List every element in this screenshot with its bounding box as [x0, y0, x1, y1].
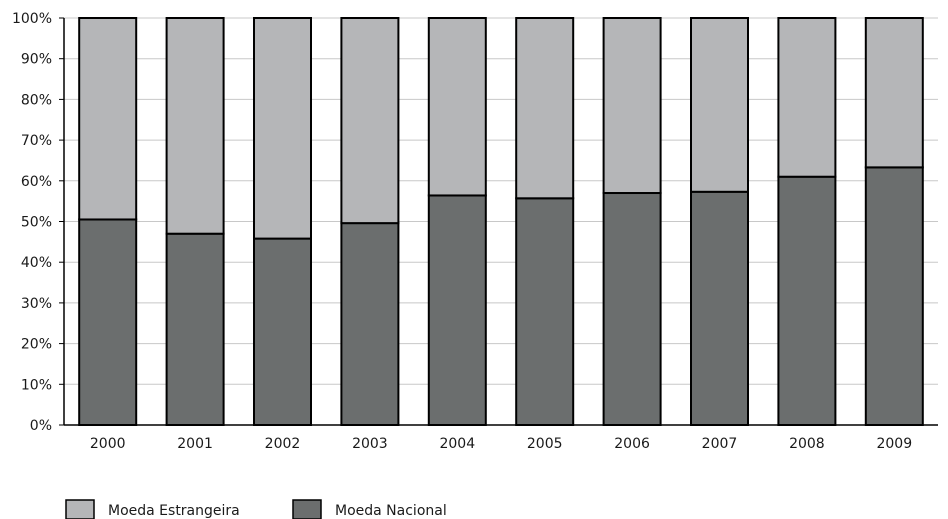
- bar-moeda-estrangeira-2000: [78, 17, 138, 221]
- bar-moeda-estrangeira-2006: [602, 17, 662, 195]
- bar-moeda-nacional-2005: [515, 197, 575, 426]
- x-tick-label: 2004: [439, 436, 475, 452]
- x-tick-label: 2009: [876, 436, 912, 452]
- bar-moeda-estrangeira-2008: [777, 17, 837, 178]
- y-tick-label: 90%: [21, 52, 52, 68]
- y-tick-label: 50%: [21, 215, 52, 231]
- y-tick-label: 70%: [21, 133, 52, 149]
- x-tick-labels: 2000 2001 2002 2003 2004 2005 2006 2007 2008 2009: [90, 436, 912, 452]
- legend-label: Moeda Nacional: [335, 503, 447, 519]
- y-tick-label: 30%: [21, 296, 52, 312]
- y-tick-label: 10%: [21, 377, 52, 393]
- bar-moeda-estrangeira-2003: [340, 17, 400, 225]
- legend-swatch: [292, 499, 322, 519]
- x-tick-label: 2008: [789, 436, 825, 452]
- x-tick-label: 2006: [614, 436, 650, 452]
- y-tick-label: 80%: [21, 92, 52, 108]
- bar-moeda-estrangeira-2002: [253, 17, 312, 240]
- bar-moeda-estrangeira-2001: [165, 17, 225, 235]
- legend-label: Moeda Estrangeira: [108, 503, 240, 519]
- bar-moeda-nacional-2007: [690, 190, 749, 426]
- x-tick-label: 2005: [527, 436, 563, 452]
- bar-moeda-estrangeira-2005: [515, 17, 575, 200]
- x-tick-label: 2001: [177, 436, 213, 452]
- x-tick-label: 2007: [702, 436, 738, 452]
- bar-moeda-nacional-2000: [78, 218, 138, 426]
- y-tick-label: 40%: [21, 255, 52, 271]
- bar-moeda-nacional-2008: [777, 175, 837, 426]
- y-tick-label: 0%: [30, 418, 52, 434]
- bar-moeda-nacional-2009: [864, 166, 924, 427]
- bar-moeda-estrangeira-2007: [690, 17, 749, 193]
- bar-moeda-nacional-2006: [602, 192, 662, 426]
- bar-moeda-estrangeira-2004: [427, 17, 487, 197]
- y-tick-label: 20%: [21, 337, 52, 353]
- bar-moeda-nacional-2002: [253, 237, 312, 426]
- bar-moeda-nacional-2001: [165, 232, 225, 426]
- x-tick-label: 2002: [265, 436, 301, 452]
- y-tick-labels: 0% 10% 20% 30% 40% 50% 60% 70% 80% 90% 100%: [12, 11, 64, 434]
- x-tick-label: 2000: [90, 436, 126, 452]
- legend: Moeda Estrangeira Moeda Nacional: [65, 499, 447, 519]
- bar-moeda-nacional-2004: [427, 194, 487, 426]
- bar-moeda-nacional-2003: [340, 222, 400, 426]
- bar-moeda-estrangeira-2009: [864, 17, 924, 169]
- legend-swatch: [65, 499, 95, 519]
- y-tick-label: 60%: [21, 174, 52, 190]
- y-tick-label: 100%: [12, 11, 52, 27]
- x-tick-label: 2003: [352, 436, 388, 452]
